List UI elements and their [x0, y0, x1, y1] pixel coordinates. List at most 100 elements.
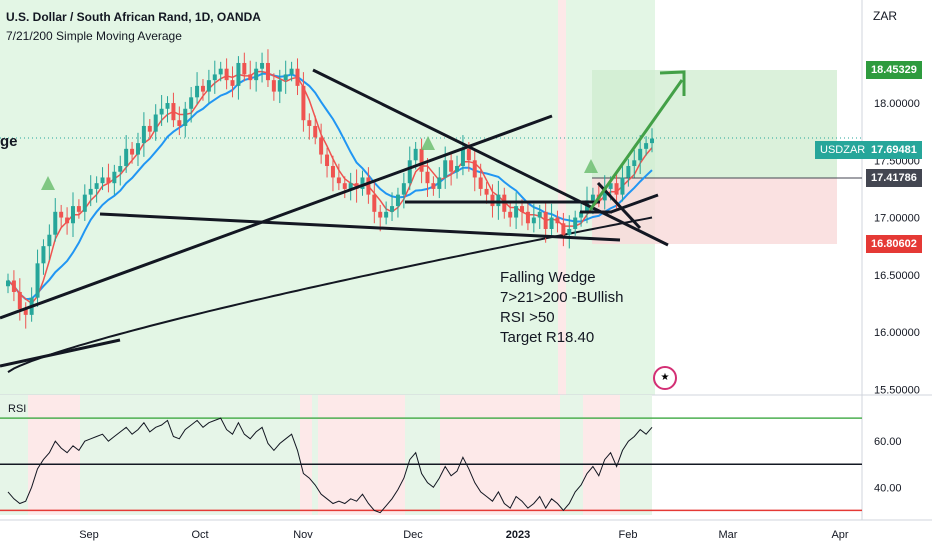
candle-body: [301, 85, 306, 121]
target-zone: [592, 70, 837, 178]
indicator-label[interactable]: 7/21/200 Simple Moving Average: [6, 29, 182, 43]
rsi-tick-label: 40.00: [874, 482, 902, 494]
chart-title: U.S. Dollar / South African Rand, 1D, OA…: [6, 10, 261, 24]
candle-body: [520, 206, 525, 212]
candle-body: [248, 74, 253, 81]
time-tick-label: Nov: [293, 529, 313, 541]
sma200-line: [7, 216, 653, 373]
rsi-band: [312, 395, 318, 515]
candle-body: [395, 194, 400, 207]
rsi-label[interactable]: RSI: [8, 403, 27, 415]
candle-body: [200, 85, 205, 92]
trendline: [0, 114, 553, 320]
candle-body: [212, 74, 217, 81]
candle-body: [177, 120, 182, 126]
candle-body: [165, 103, 170, 109]
rsi-line: [7, 417, 653, 514]
candle-body: [443, 160, 448, 178]
candle-body: [579, 211, 584, 218]
rsi-band: [405, 395, 440, 515]
chart-header: U.S. Dollar / South African Rand, 1D, OA…: [6, 8, 261, 46]
stop-price-tag: 16.80602: [866, 235, 922, 253]
rsi-tick-label: 60.00: [874, 436, 902, 448]
rsi-band: [620, 395, 652, 515]
signal-marker: [41, 176, 55, 190]
candle-body: [94, 183, 99, 189]
rsi-band: [300, 395, 312, 515]
us-flag-event-icon[interactable]: ★: [653, 366, 677, 390]
candle-body: [549, 217, 554, 229]
rsi-band: [440, 395, 560, 515]
candle-body: [555, 217, 560, 224]
candle-body: [124, 148, 129, 167]
candle-body: [6, 280, 10, 287]
candle-body: [401, 183, 406, 195]
candle-body: [307, 120, 312, 126]
candle-body: [17, 291, 22, 310]
candle-body: [419, 148, 424, 172]
candle-body: [41, 246, 46, 264]
candle-body: [407, 160, 412, 184]
candle-body: [230, 80, 235, 86]
trendline: [0, 338, 121, 368]
cut-off-label: ge: [0, 133, 18, 150]
candle-body: [295, 68, 300, 86]
stop-zone: [592, 178, 837, 244]
candle-body: [644, 143, 649, 149]
candle-body: [189, 97, 194, 109]
candle-body: [313, 125, 318, 138]
candle-body: [626, 166, 631, 178]
rsi-band: [318, 395, 405, 515]
candle-body: [153, 114, 158, 132]
candle-body: [319, 137, 324, 155]
candle-body: [224, 68, 229, 81]
price-tick-label: 18.00000: [874, 98, 920, 110]
rsi-band: [560, 395, 583, 515]
rsi-band: [80, 395, 300, 515]
candle-body: [289, 68, 294, 75]
candle-body: [478, 177, 483, 189]
candle-body: [88, 188, 93, 195]
candle-body: [466, 148, 471, 161]
candle-body: [620, 177, 625, 195]
signal-marker: [584, 159, 598, 173]
price-tick-label: 16.50000: [874, 270, 920, 282]
chart-annotation: Falling Wedge 7>21>200 -BUllish RSI >50 …: [500, 268, 623, 348]
currency-label: ZAR: [873, 9, 897, 23]
trendline: [312, 68, 669, 247]
candle-body: [283, 74, 288, 81]
candle-body: [372, 194, 377, 212]
target-arrow: [588, 79, 684, 211]
red-zone: [558, 0, 566, 395]
candle-body: [608, 183, 613, 189]
candle-body: [449, 160, 454, 172]
candle-body: [567, 228, 572, 235]
rsi-pane: [0, 395, 862, 515]
candle-body: [23, 309, 28, 315]
candle-body: [76, 206, 81, 212]
candle-body: [455, 166, 460, 172]
candle-body: [413, 148, 418, 161]
last-price-tag: 17.69481: [866, 141, 922, 159]
candle-body: [47, 234, 52, 247]
entry-price-tag: 17.41786: [866, 169, 922, 187]
candle-body: [378, 211, 383, 218]
candle-body: [82, 194, 87, 212]
candle-body: [135, 143, 140, 155]
candle-body: [35, 263, 40, 298]
annotation-line: Falling Wedge: [500, 269, 596, 286]
candle-body: [525, 211, 530, 224]
candle-body: [437, 177, 442, 189]
candle-body: [218, 68, 223, 75]
candle-body: [638, 148, 643, 161]
candle-body: [260, 62, 265, 69]
candle-body: [496, 194, 501, 207]
candle-body: [53, 211, 58, 235]
time-tick-label: Dec: [403, 529, 423, 541]
price-tick-label: 17.00000: [874, 213, 920, 225]
candle-body: [195, 85, 200, 98]
candle-body: [650, 138, 654, 144]
time-tick-label: Feb: [619, 529, 638, 541]
candle-body: [348, 183, 353, 189]
